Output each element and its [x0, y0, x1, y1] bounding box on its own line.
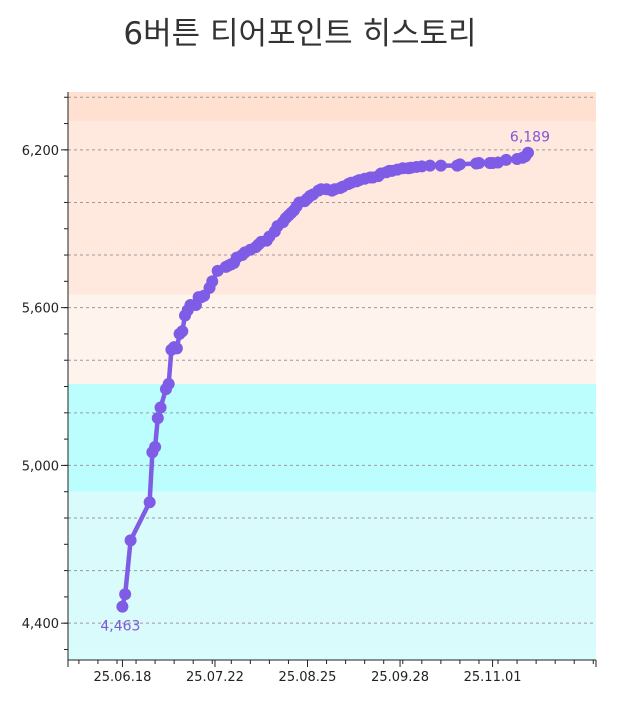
grid-lines — [68, 96, 596, 624]
data-point — [119, 588, 132, 601]
data-point — [151, 412, 164, 425]
tier-band — [68, 649, 596, 660]
x-tick-label: 25.11.01 — [464, 670, 522, 685]
data-point — [472, 157, 485, 169]
data-labels: 4,463 6,189 — [100, 130, 550, 635]
tier-band — [68, 92, 596, 121]
series-group — [116, 146, 534, 613]
data-point — [434, 159, 447, 172]
max-value-label: 6,189 — [510, 130, 550, 146]
data-point — [423, 159, 436, 172]
y-tick-label: 5,600 — [22, 302, 59, 317]
data-point — [149, 441, 162, 453]
data-point — [206, 275, 219, 288]
tier-band — [68, 294, 596, 384]
x-tick-label: 25.09.28 — [371, 670, 429, 685]
tier-band — [68, 383, 596, 492]
data-point — [500, 153, 513, 166]
data-point — [453, 158, 466, 171]
data-point — [116, 600, 129, 613]
min-value-label: 4,463 — [100, 619, 140, 635]
x-tick-label: 25.08.25 — [279, 670, 337, 685]
y-tick-label: 5,000 — [22, 459, 59, 474]
chart-title: 6버튼 티어포인트 히스토리 — [123, 16, 477, 52]
tier-band — [68, 120, 596, 295]
data-point — [170, 342, 183, 355]
data-point — [176, 325, 189, 338]
axes — [61, 92, 597, 667]
x-tick-label: 25.06.18 — [93, 670, 151, 685]
data-point — [154, 401, 167, 414]
data-point — [124, 534, 137, 547]
y-tick-label: 6,200 — [22, 144, 59, 159]
y-tick-label: 4,400 — [22, 617, 59, 632]
data-point — [521, 146, 534, 159]
x-tick-label: 25.07.22 — [186, 670, 244, 685]
tick-labels: 4,400 5,000 5,600 6,200 25.06.18 25.07.22 25.0… — [22, 144, 522, 685]
data-point — [143, 496, 156, 509]
data-point — [162, 377, 175, 390]
tier-bands — [68, 92, 596, 660]
